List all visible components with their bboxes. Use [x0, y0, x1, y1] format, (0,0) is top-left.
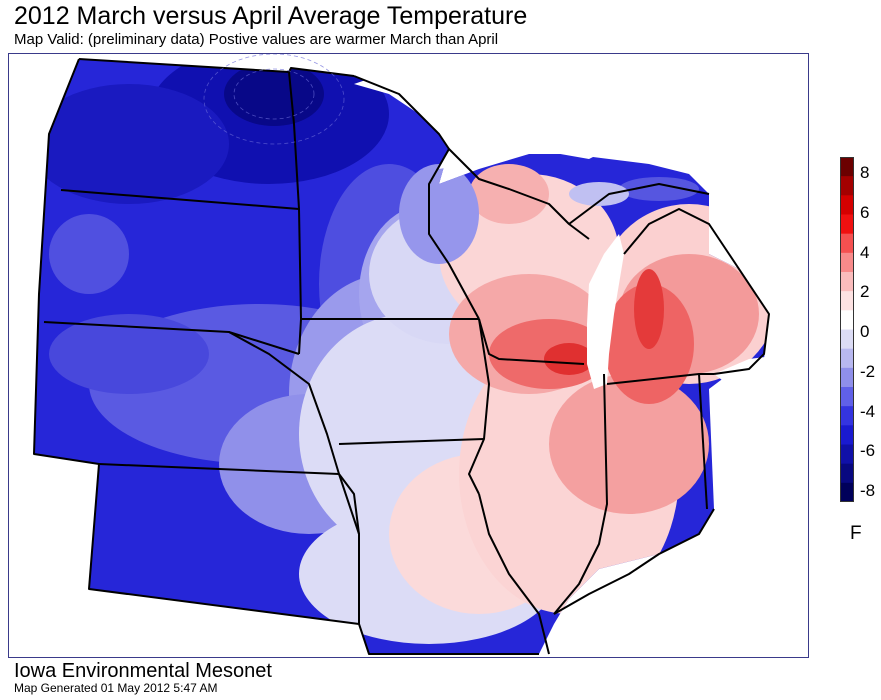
legend-swatch [840, 463, 854, 484]
contour-lines [203, 54, 345, 145]
color-legend-swatches [840, 157, 854, 502]
map-title: 2012 March versus April Average Temperat… [14, 2, 528, 30]
legend-swatch [840, 329, 854, 350]
legend-units: F [850, 523, 862, 544]
legend-swatch [840, 252, 854, 273]
map-panel [8, 53, 809, 658]
legend-swatch [840, 195, 854, 215]
lake-huron [709, 184, 779, 304]
legend-swatch [840, 406, 854, 426]
legend-swatch [840, 157, 854, 177]
legend-swatch [840, 176, 854, 196]
legend-tick-label: 6 [860, 202, 870, 222]
legend-swatch [840, 482, 854, 502]
footer-organization: Iowa Environmental Mesonet [14, 660, 272, 682]
legend-tick-label: 8 [860, 163, 870, 182]
legend-tick-label: -4 [860, 401, 876, 421]
map-subtitle: Map Valid: (preliminary data) Postive va… [14, 31, 499, 48]
color-legend-bar [840, 157, 854, 502]
lake-erie [714, 354, 808, 389]
lake-michigan [587, 234, 624, 389]
state-borders [33, 58, 770, 655]
legend-border [840, 157, 854, 502]
legend-tick-label: -8 [860, 481, 876, 500]
legend-swatch [840, 444, 854, 465]
lake-superior [354, 72, 709, 182]
legend-tick-label: -6 [860, 441, 876, 461]
legend-swatch [840, 272, 854, 292]
legend-tick-label: -2 [860, 361, 876, 381]
temperature-map [9, 54, 808, 657]
footer-generated-date: Map Generated 01 May 2012 5:47 AM [14, 681, 218, 695]
legend-swatch [840, 214, 854, 235]
legend-swatch [840, 310, 854, 330]
legend-tick-label: 2 [860, 282, 870, 302]
legend-tick-label: 4 [860, 242, 870, 262]
legend-swatch [840, 348, 854, 369]
legend-swatch [840, 291, 854, 311]
legend-tick-label: 0 [860, 322, 870, 341]
legend-swatch [840, 367, 854, 388]
legend-swatch [840, 387, 854, 407]
legend-swatch [840, 233, 854, 254]
legend-swatch [840, 425, 854, 445]
